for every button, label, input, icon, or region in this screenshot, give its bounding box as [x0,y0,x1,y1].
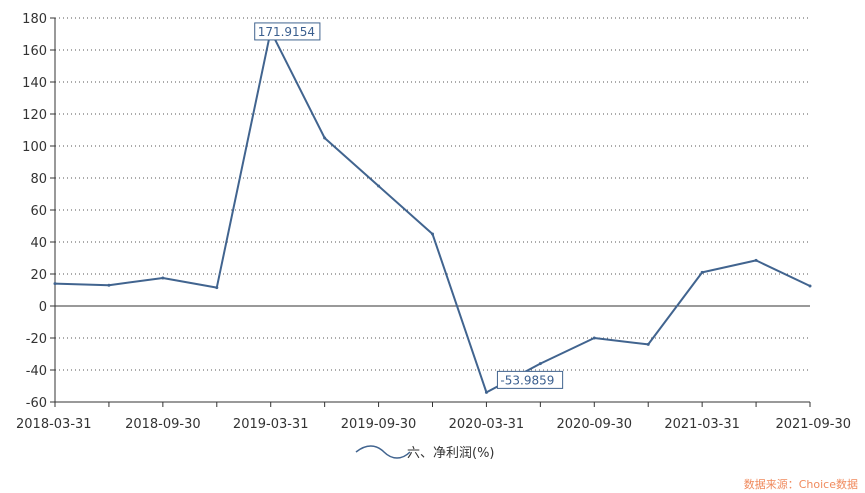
y-tick-label: -40 [26,364,47,379]
callout-box [254,22,321,41]
y-tick-label: -60 [26,396,47,411]
legend-label: 六、净利润(%) [407,446,495,461]
y-tick-label: 100 [22,140,47,155]
axes [54,18,810,403]
x-tick-label: 2020-03-31 [449,417,525,432]
grid-lines [55,17,810,371]
legend-line-icon [355,445,411,459]
callout-label: 171.9154 [258,25,315,39]
x-tick-label: 2021-09-30 [775,417,851,432]
data-point[interactable] [754,258,758,262]
y-tick-label: 20 [30,268,47,283]
data-point[interactable] [538,362,542,366]
y-tick-label: 120 [22,108,47,123]
data-point[interactable] [646,342,650,346]
y-tick-label: 40 [30,236,47,251]
data-point[interactable] [215,286,219,290]
data-point[interactable] [808,284,812,288]
data-point[interactable] [484,390,488,394]
data-point[interactable] [377,184,381,188]
y-tick-label: 60 [30,204,47,219]
data-point[interactable] [592,336,596,340]
data-point[interactable] [700,270,704,274]
series-line [54,29,811,394]
callout-label: -53.9859 [500,373,554,387]
y-tick-label: 160 [22,44,47,59]
x-axis-ticks: 2018-03-31 2018-09-30 2019-03-31 2019-09-30… [16,402,851,432]
callout-box [496,370,564,389]
data-point[interactable] [53,282,57,286]
data-point[interactable] [107,283,111,287]
x-tick-label: 2021-03-31 [664,417,740,432]
series-group [53,29,812,394]
y-axis-ticks: -60 -40 -20 0 20 40 60 80 100 120 140 160 180 [22,12,55,411]
data-point[interactable] [431,232,434,236]
x-tick-label: 2019-09-30 [341,417,417,432]
source-note: 数据来源：Choice数据 [744,477,858,491]
x-tick-label: 2018-09-30 [125,417,201,432]
x-tick-label: 2018-03-31 [16,417,92,432]
y-tick-label: 80 [30,172,47,187]
x-tick-label: 2019-03-31 [233,417,309,432]
y-tick-label: -20 [26,332,47,347]
data-point[interactable] [161,276,165,280]
data-point[interactable] [323,136,327,140]
callouts: 171.9154 -53.9859 [254,22,564,389]
y-tick-label: 140 [22,76,47,91]
legend[interactable]: 六、净利润(%) [355,445,495,461]
x-tick-label: 2020-09-30 [557,417,633,432]
y-tick-label: 0 [39,300,47,315]
y-tick-label: 180 [22,12,47,27]
